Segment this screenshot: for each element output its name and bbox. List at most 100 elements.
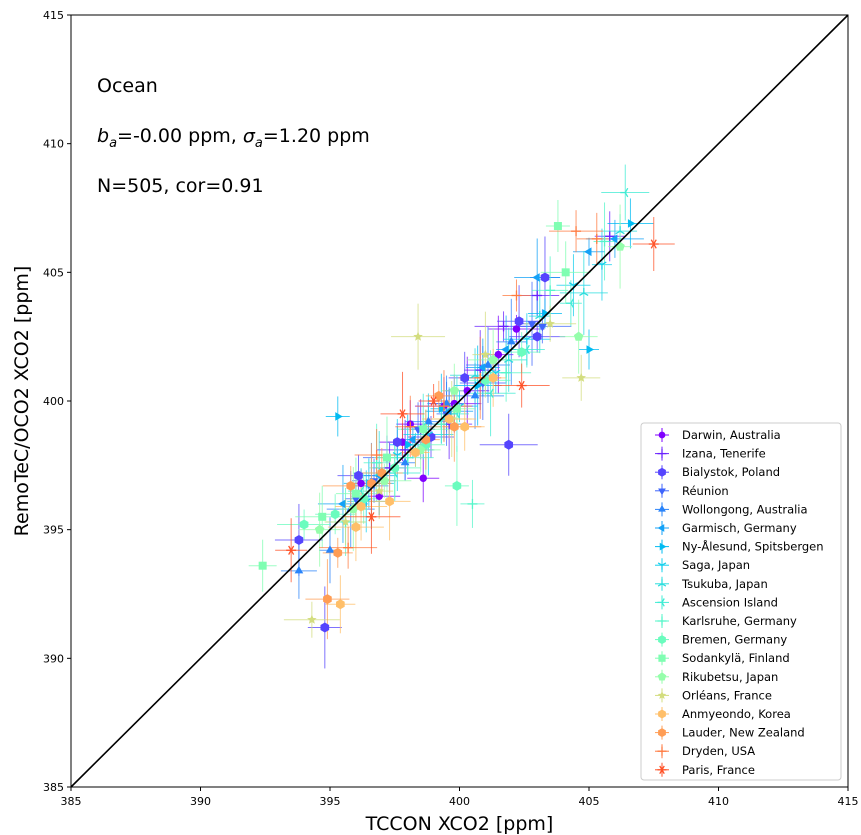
data-point <box>356 501 366 512</box>
data-point <box>294 565 304 574</box>
legend-item: Lauder, New Zealand <box>655 725 805 740</box>
data-point <box>405 421 416 432</box>
legend-marker <box>658 431 666 439</box>
data-point <box>434 390 444 401</box>
legend-item: Ny-Ålesund, Spitsbergen <box>655 539 824 554</box>
legend-marker <box>658 709 666 719</box>
legend-label: Saga, Japan <box>682 558 750 572</box>
data-point <box>449 385 460 395</box>
data-point <box>565 298 574 308</box>
legend-label: Ascension Island <box>682 595 778 609</box>
data-point <box>532 273 540 282</box>
y-tick-label: 400 <box>43 395 64 408</box>
data-point <box>336 599 345 610</box>
legend-label: Tsukuba, Japan <box>681 577 768 591</box>
legend-label: Izana, Tenerife <box>682 447 766 461</box>
legend-label: Garmisch, Germany <box>682 521 797 535</box>
data-point <box>604 231 615 242</box>
data-point <box>609 234 618 244</box>
legend-label: Paris, France <box>682 763 755 777</box>
data-point <box>392 451 402 461</box>
data-point <box>573 331 584 341</box>
data-point <box>449 421 459 432</box>
data-point <box>599 236 610 247</box>
legend-marker <box>658 504 666 512</box>
data-point <box>346 480 356 491</box>
one-to-one-line <box>70 14 849 788</box>
legend-label: Bialystok, Poland <box>682 465 780 479</box>
y-tick-label: 405 <box>43 266 64 279</box>
data-point <box>553 222 562 231</box>
legend-label: Dryden, USA <box>682 744 755 758</box>
data-point <box>375 492 383 500</box>
data-point <box>366 512 377 522</box>
legend-item: Bialystok, Poland <box>655 465 780 480</box>
legend-item: Karlsruhe, Germany <box>655 614 797 628</box>
data-point <box>294 534 304 545</box>
data-point <box>480 349 491 359</box>
legend-label: Rikubetsu, Japan <box>682 670 778 684</box>
data-point <box>498 321 509 332</box>
legend-marker <box>657 449 667 459</box>
data-point <box>504 439 514 450</box>
data-point <box>286 545 297 555</box>
data-point <box>340 516 351 526</box>
x-tick-label: 415 <box>838 795 859 808</box>
data-point <box>397 409 408 419</box>
data-point <box>407 435 416 444</box>
legend-item: Ascension Island <box>655 595 778 610</box>
y-tick-label: 390 <box>43 652 64 665</box>
y-tick-label: 385 <box>43 781 64 794</box>
data-point <box>540 272 550 283</box>
data-point <box>258 561 267 570</box>
legend-marker <box>657 598 665 607</box>
legend-marker <box>657 765 667 775</box>
data-point <box>348 504 359 514</box>
legend-marker <box>657 579 667 587</box>
annotation-ocean: Ocean <box>97 75 158 97</box>
data-point <box>561 268 570 277</box>
x-axis-label: TCCON XCO2 [ppm] <box>365 813 554 835</box>
legend-label: Bremen, Germany <box>682 633 787 647</box>
data-point <box>335 412 343 421</box>
data-point <box>390 462 400 473</box>
legend-item: Darwin, Australia <box>655 428 781 442</box>
data-point <box>545 318 555 328</box>
legend-marker <box>657 616 667 626</box>
legend-item: Paris, France <box>655 762 755 777</box>
data-point <box>357 479 365 488</box>
legend-marker <box>658 654 666 662</box>
data-point <box>488 354 498 364</box>
data-point <box>385 496 394 507</box>
data-point <box>516 380 527 391</box>
data-point <box>382 453 391 462</box>
data-point <box>488 372 498 383</box>
data-point <box>351 496 361 504</box>
legend-item: Rikubetsu, Japan <box>655 669 778 684</box>
data-point <box>393 437 402 448</box>
legend-label: Darwin, Australia <box>682 428 781 442</box>
data-points-layer <box>258 187 659 633</box>
data-point <box>452 480 462 491</box>
legend-item: Saga, Japan <box>655 558 750 573</box>
legend-marker <box>657 524 665 532</box>
data-point <box>501 367 512 378</box>
data-point <box>323 594 332 605</box>
data-point <box>333 547 343 558</box>
data-point <box>527 321 537 329</box>
legend-item: Garmisch, Germany <box>655 521 797 535</box>
legend-label: Ny-Ålesund, Spitsbergen <box>682 539 824 554</box>
data-point <box>400 444 411 455</box>
y-axis-ticks: 385 390 395 400 405 410 415 <box>43 9 71 794</box>
data-point <box>452 404 461 413</box>
legend-item: Izana, Tenerife <box>655 446 766 461</box>
data-point <box>428 396 439 406</box>
data-point <box>402 452 413 463</box>
legend-item: Tsukuba, Japan <box>655 576 768 591</box>
data-point <box>307 614 317 624</box>
legend-label: Orléans, France <box>682 688 772 702</box>
data-point <box>320 622 330 633</box>
data-point <box>438 401 449 412</box>
legend-marker <box>657 672 667 681</box>
